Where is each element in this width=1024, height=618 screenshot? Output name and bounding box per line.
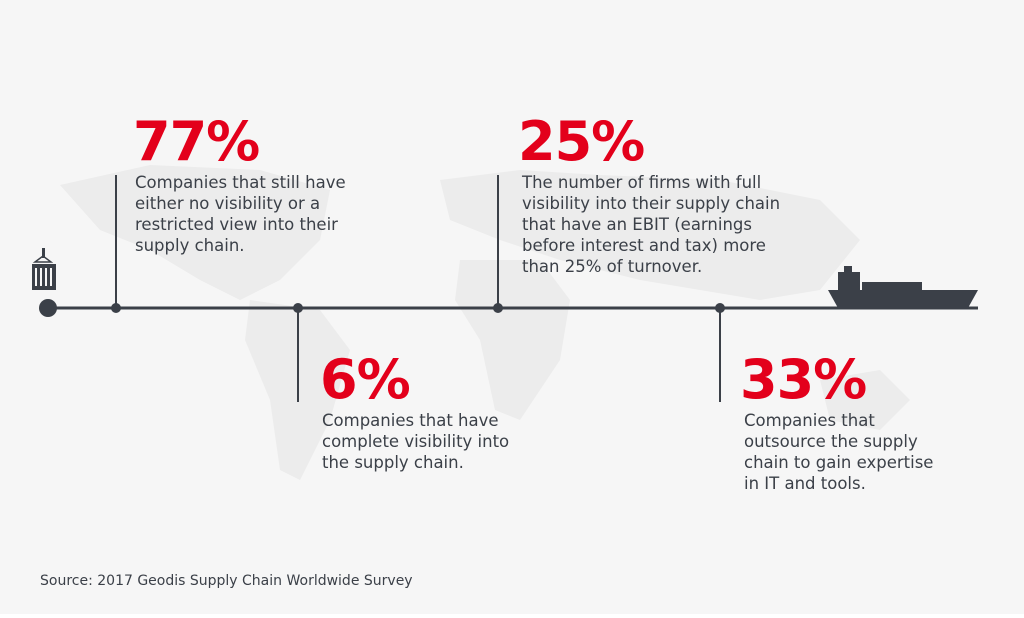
description-line: complete visibility into xyxy=(322,432,509,451)
description-line: Companies that have xyxy=(322,411,499,430)
stat: 25% xyxy=(518,110,644,173)
container-icon xyxy=(32,248,56,290)
stat: 6% xyxy=(320,348,410,411)
description-line: The number of firms with full xyxy=(521,173,761,192)
description-line: before interest and tax) more xyxy=(522,236,766,255)
stat: 77% xyxy=(133,110,259,173)
description-line: restricted view into their xyxy=(135,215,338,234)
description-line: chain to gain expertise xyxy=(744,453,933,472)
description-line: outsource the supply xyxy=(744,432,918,451)
timeline-start xyxy=(39,299,57,317)
source: Source: 2017 Geodis Supply Chain Worldwi… xyxy=(40,573,413,589)
timeline-dot xyxy=(293,303,303,313)
description-line: that have an EBIT (earnings xyxy=(522,215,752,234)
description-line: in IT and tools. xyxy=(744,474,866,493)
description-line: Companies that still have xyxy=(135,173,346,192)
description-line: supply chain. xyxy=(135,236,245,255)
stat: 33% xyxy=(740,348,866,411)
description-line: than 25% of turnover. xyxy=(522,257,702,276)
ship-icon xyxy=(828,266,978,308)
description-line: the supply chain. xyxy=(322,453,464,472)
description-line: either no visibility or a xyxy=(135,194,320,213)
timeline-dot xyxy=(715,303,725,313)
timeline-dot xyxy=(111,303,121,313)
description-line: Companies that xyxy=(744,411,875,430)
timeline-dot xyxy=(493,303,503,313)
description-line: visibility into their supply chain xyxy=(522,194,780,213)
